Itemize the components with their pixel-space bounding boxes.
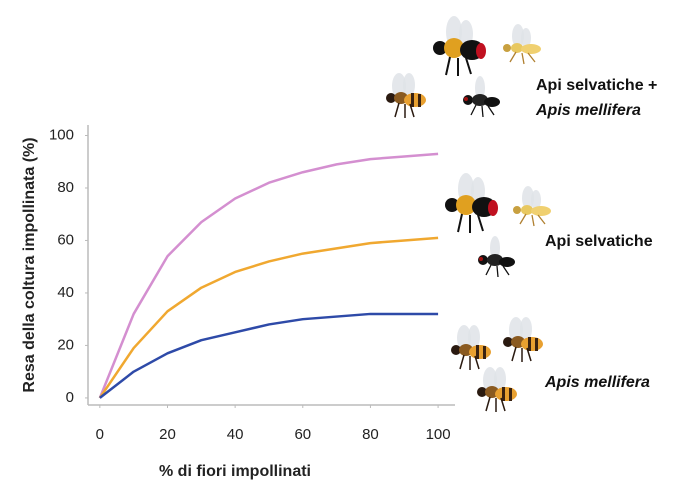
y-tick-label: 0	[66, 389, 74, 406]
bee-icons	[385, 15, 552, 413]
y-axis-label: Resa della coltura impollinata (%)	[21, 137, 38, 392]
y-tick-label: 20	[57, 336, 74, 353]
x-tick-label: 60	[294, 426, 311, 443]
annotation: Apis mellifera	[535, 102, 641, 119]
annotation: Api selvatiche +	[536, 77, 657, 94]
x-tick-label: 80	[362, 426, 379, 443]
y-tick-label: 40	[57, 284, 74, 301]
annotation: Api selvatiche	[545, 233, 653, 250]
x-tick-label: 20	[159, 426, 176, 443]
annotation: Apis mellifera	[544, 374, 650, 391]
y-tick-label: 60	[57, 231, 74, 248]
y-tick-label: 80	[57, 179, 74, 196]
y-tick-label: 100	[49, 126, 74, 143]
x-axis-label: % di fiori impollinati	[159, 463, 311, 480]
x-tick-label: 40	[227, 426, 244, 443]
line-series	[99, 312, 439, 399]
line-series	[98, 236, 439, 399]
x-tick-label: 100	[426, 426, 451, 443]
line-series	[98, 152, 439, 399]
x-tick-label: 0	[96, 426, 104, 443]
